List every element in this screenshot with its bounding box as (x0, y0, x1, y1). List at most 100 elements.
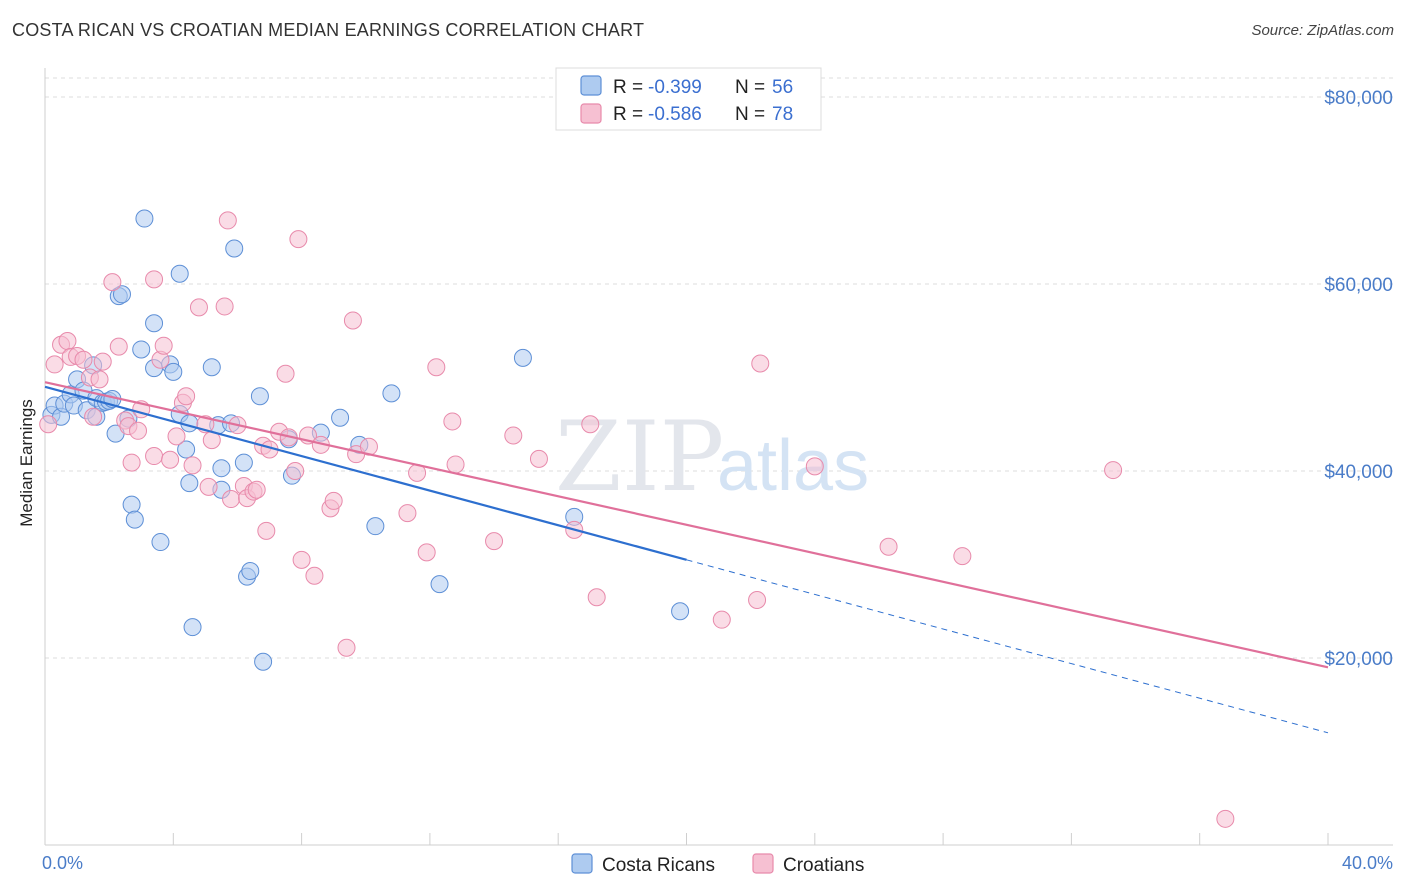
croatians-point (145, 270, 164, 289)
trend-line-costa-ricans-extension (686, 559, 1329, 734)
bottom-legend-croatians: Croatians (783, 855, 864, 876)
legend-swatch-costa-ricans (580, 75, 602, 96)
croatians-point (879, 537, 898, 556)
costa-ricans-point (135, 209, 154, 228)
axes (44, 68, 1393, 846)
costa-ricans-point (254, 652, 273, 671)
croatians-point (218, 211, 237, 230)
croatians-point (305, 566, 324, 585)
watermark-zip: ZIP (555, 401, 724, 513)
series-croatians (39, 211, 1235, 828)
legend-r-label-2: R = (613, 104, 643, 125)
costa-ricans-point (122, 495, 141, 514)
trend-lines (44, 381, 1329, 734)
y-tick-label: $60,000 (1324, 275, 1393, 296)
costa-ricans-point (250, 387, 269, 406)
costa-ricans-point (225, 239, 244, 258)
croatians-point (417, 543, 436, 562)
costa-ricans-point (241, 562, 260, 581)
costa-ricans-point (382, 384, 401, 403)
croatians-point (199, 477, 218, 496)
costa-ricans-point (132, 340, 151, 359)
croatians-point (257, 521, 276, 540)
legend-r-value-2: -0.586 (648, 104, 702, 125)
source-label: Source: ZipAtlas.com (1251, 22, 1394, 39)
costa-ricans-point (183, 618, 202, 637)
croatians-point (129, 421, 148, 440)
costa-ricans-point (331, 408, 350, 427)
bottom-legend-swatch-croatians (752, 853, 774, 874)
trend-line-croatians (44, 381, 1329, 669)
croatians-point (292, 550, 311, 569)
watermark-atlas: atlas (717, 426, 869, 506)
x-tick-label-left: 0.0% (42, 853, 83, 873)
croatians-point (398, 504, 417, 523)
trend-line-costa-ricans (44, 385, 687, 561)
croatians-point (74, 350, 93, 369)
croatians-point (805, 457, 824, 476)
croatians-point (109, 337, 128, 356)
costa-ricans-point (366, 517, 385, 536)
costa-ricans-point (125, 510, 144, 529)
croatians-point (39, 415, 58, 434)
costa-ricans-point (164, 362, 183, 381)
costa-ricans-point (180, 474, 199, 493)
costa-ricans-point (112, 285, 131, 304)
legend-n-value-2: 78 (772, 104, 793, 125)
croatians-point (751, 354, 770, 373)
croatians-point (161, 450, 180, 469)
costa-ricans-point (671, 602, 690, 621)
croatians-point (45, 355, 64, 374)
croatians-point (289, 230, 308, 249)
legend: R = -0.399 N = 56 R = -0.586 N = 78 (555, 67, 822, 131)
croatians-point (504, 426, 523, 445)
croatians-point (222, 490, 241, 509)
croatians-point (247, 480, 266, 499)
croatians-point (581, 415, 600, 434)
croatians-point (177, 387, 196, 406)
costa-ricans-point (430, 575, 449, 594)
croatians-point (286, 462, 305, 480)
chart-title: COSTA RICAN VS CROATIAN MEDIAN EARNINGS … (12, 20, 645, 40)
costa-ricans-point (170, 264, 189, 283)
legend-n-value-1: 56 (772, 77, 793, 98)
watermark: ZIP atlas (555, 401, 869, 513)
costa-ricans-point (151, 533, 170, 552)
costa-ricans-point (513, 348, 532, 367)
bottom-legend-costa-ricans: Costa Ricans (602, 855, 715, 876)
croatians-point (167, 427, 186, 446)
croatians-point (427, 358, 446, 377)
y-axis-label: Median Earnings (17, 399, 36, 527)
croatians-point (443, 412, 462, 431)
croatians-point (103, 273, 122, 292)
croatians-point (154, 336, 173, 355)
croatians-point (446, 455, 465, 474)
y-tick-label: $20,000 (1324, 649, 1393, 670)
croatians-point (145, 447, 164, 466)
croatians-point (587, 588, 606, 607)
costa-ricans-point (202, 358, 221, 377)
legend-n-label-2: N = (735, 104, 765, 125)
croatians-point (324, 491, 343, 510)
tick-labels: $20,000 $40,000 $60,000 $80,000 (1324, 88, 1393, 670)
croatians-point (1216, 809, 1235, 828)
costa-ricans-point (234, 453, 253, 472)
croatians-point (712, 610, 731, 629)
croatians-point (337, 638, 356, 657)
costa-ricans-point (177, 440, 196, 459)
croatians-point (1104, 461, 1123, 480)
costa-ricans-point (212, 459, 231, 478)
croatians-point (529, 449, 548, 468)
y-tick-label: $40,000 (1324, 462, 1393, 483)
croatians-point (343, 311, 362, 330)
costa-ricans-point (145, 314, 164, 333)
croatians-point (58, 332, 77, 351)
croatians-point (93, 352, 112, 371)
croatians-point (953, 547, 972, 566)
croatians-point (84, 407, 103, 426)
croatians-point (122, 453, 141, 472)
bottom-legend-swatch-costa-ricans (571, 853, 593, 874)
x-tick-label-right: 40.0% (1342, 853, 1393, 873)
croatians-point (215, 297, 234, 316)
